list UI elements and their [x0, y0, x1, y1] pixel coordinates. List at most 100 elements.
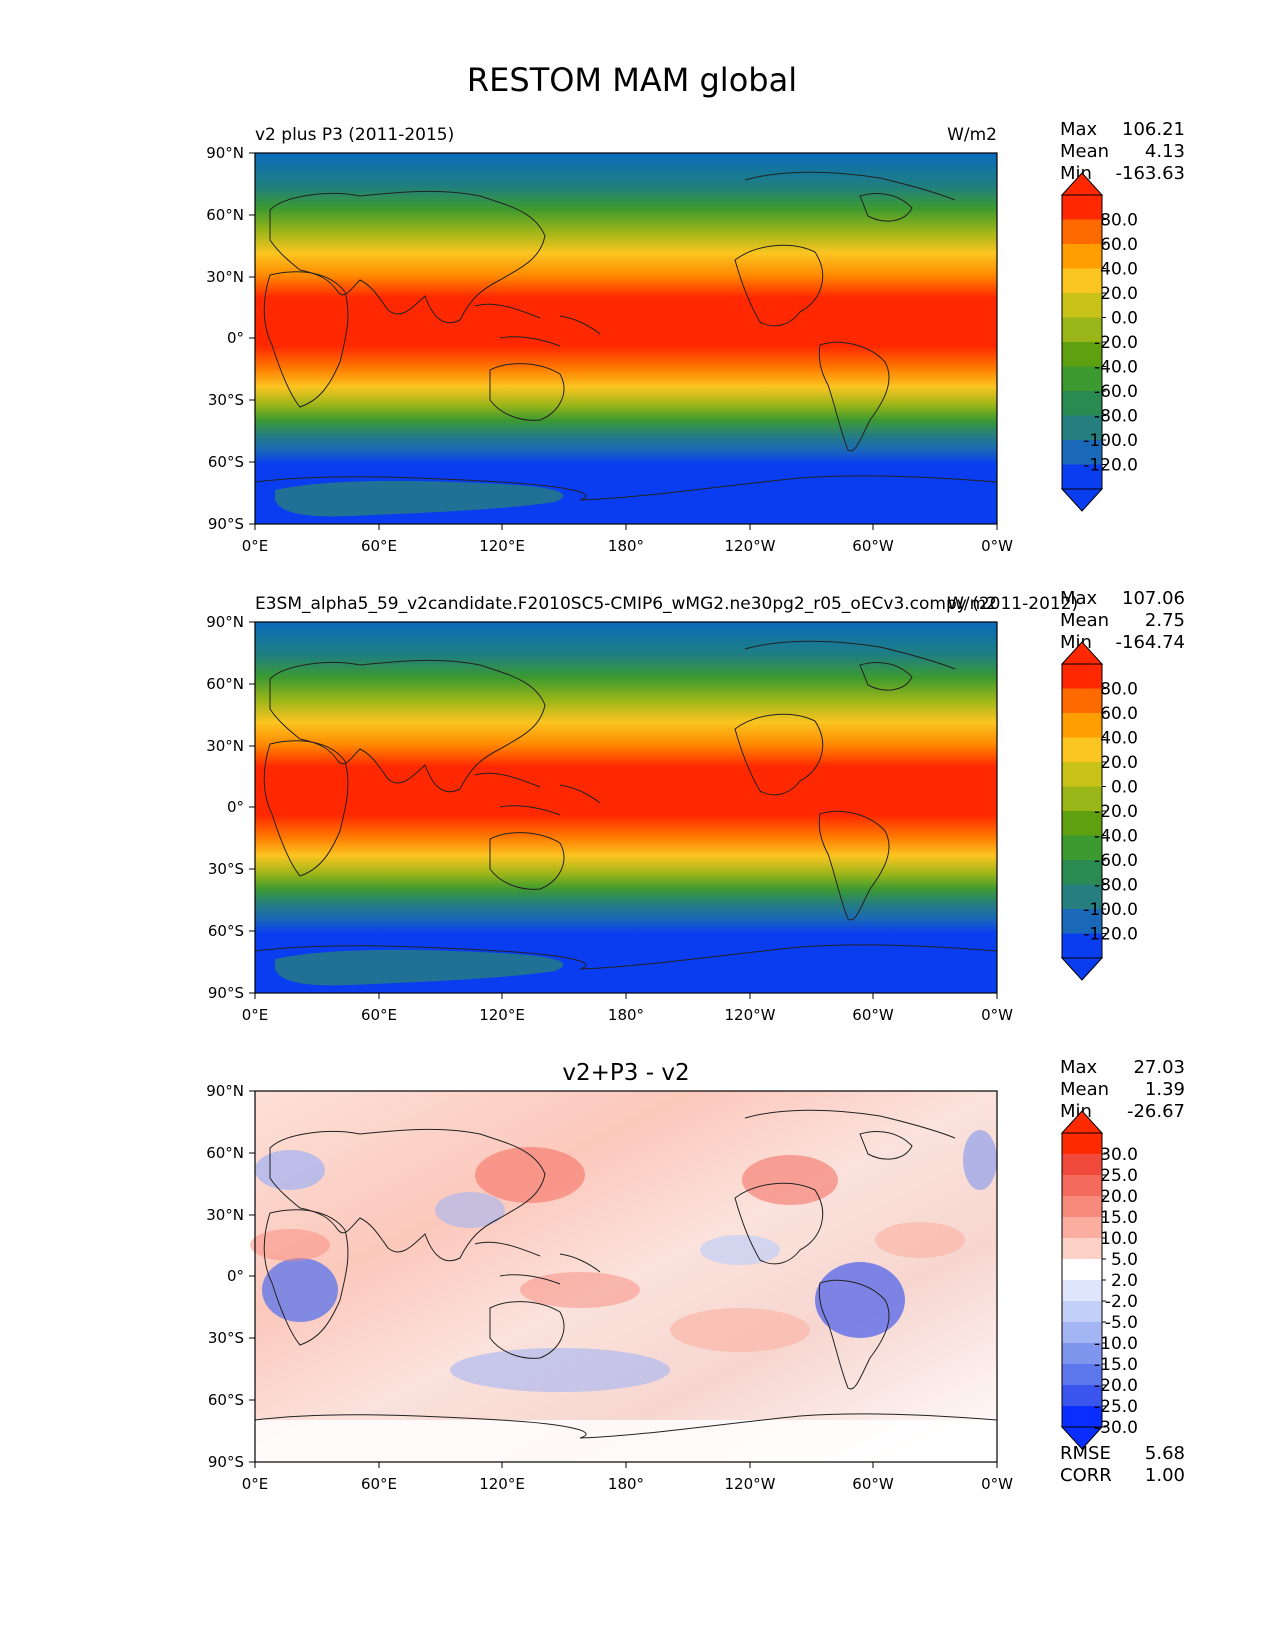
colorbar-segment — [1062, 933, 1102, 959]
colorbar-label: 20.0 — [1100, 753, 1138, 773]
colorbar-segment — [1062, 195, 1102, 220]
colorbar-segment — [1062, 884, 1102, 910]
panel-center-title: v2+P3 - v2 — [562, 1060, 689, 1086]
lon-tick-label: 120°E — [479, 537, 525, 555]
lat-tick-label: 60°S — [208, 922, 244, 940]
extra-stats: RMSE 5.68 CORR 1.00 — [1060, 1443, 1185, 1486]
colorbar-segment — [1062, 219, 1102, 245]
coastline — [254, 640, 998, 970]
colorbar-segment — [1062, 835, 1102, 861]
colorbar-label: 2.0 — [1111, 1271, 1138, 1291]
coastline — [254, 171, 998, 501]
panel-right-title: W/m2 — [947, 594, 997, 614]
lon-ticks-marks — [254, 524, 998, 530]
antarctic-plateau — [275, 480, 564, 517]
panel-left-title: v2 plus P3 (2011-2015) — [255, 125, 454, 145]
colorbar: 80.0 60.0 40.0 20.0 0.0 -20.0 -40.0 -60.0 -80.0 -… — [1060, 172, 1138, 512]
anomaly-positive — [520, 1272, 640, 1308]
colorbar-segment — [1062, 342, 1102, 367]
map-plot — [250, 1090, 998, 1463]
lat-tick-label: 90°S — [208, 1453, 244, 1471]
anomaly-positive — [475, 1147, 585, 1203]
lat-tick-label: 90°S — [208, 984, 244, 1002]
lon-tick-label: 180° — [608, 1475, 644, 1493]
lon-tick-label: 60°E — [361, 1006, 397, 1024]
lon-axis: 0°E 60°E 120°E 180° 120°W 60°W 0°W — [242, 1462, 1013, 1493]
colorbar-segment — [1062, 1175, 1102, 1197]
colorbar-segment — [1062, 713, 1102, 738]
stat-mean-value: 4.13 — [1145, 141, 1185, 162]
stat-mean-value: 2.75 — [1145, 610, 1185, 631]
colorbar-label: -100.0 — [1083, 431, 1138, 451]
lon-tick-label: 60°E — [361, 1475, 397, 1493]
colorbar-segment — [1062, 1217, 1102, 1239]
colorbar-segment — [1062, 464, 1102, 490]
colorbar-segment — [1062, 688, 1102, 714]
colorbar-label: -120.0 — [1083, 925, 1138, 945]
colorbar-label: -30.0 — [1094, 1418, 1138, 1438]
colorbar-label: -60.0 — [1094, 851, 1138, 871]
lat-tick-label: 30°N — [206, 1206, 244, 1224]
colorbar-label: 20.0 — [1100, 1187, 1138, 1207]
stat-corr-value: 1.00 — [1145, 1465, 1185, 1486]
antarctic-plateau — [275, 949, 564, 986]
stat-min-value: -163.63 — [1116, 163, 1185, 184]
colorbar-label: 0.0 — [1111, 778, 1138, 798]
lon-tick-label: 60°E — [361, 537, 397, 555]
colorbar-segment — [1062, 366, 1102, 392]
lon-ticks-marks — [254, 993, 998, 999]
map-plot — [254, 621, 998, 994]
anomaly-negative — [815, 1262, 905, 1338]
stat-rmse-value: 5.68 — [1145, 1443, 1185, 1464]
colorbar-label: -20.0 — [1094, 1376, 1138, 1396]
colorbar-label: -40.0 — [1094, 358, 1138, 378]
colorbar-segment — [1062, 440, 1102, 465]
stat-corr-label: CORR — [1060, 1465, 1112, 1486]
stat-mean-label: Mean — [1060, 610, 1109, 631]
colorbar-segment — [1062, 762, 1102, 787]
colorbar-segment — [1062, 1280, 1102, 1302]
colorbar-segment — [1062, 1385, 1102, 1407]
colorbar-label: -120.0 — [1083, 456, 1138, 476]
map-field — [255, 153, 997, 524]
lat-tick-label: 90°N — [206, 1082, 244, 1100]
stat-min-value: -164.74 — [1116, 632, 1185, 653]
colorbar-segment — [1062, 1259, 1102, 1281]
colorbar-label: -60.0 — [1094, 382, 1138, 402]
colorbar-label: -80.0 — [1094, 407, 1138, 427]
lon-tick-label: 120°E — [479, 1006, 525, 1024]
colorbar-segment — [1062, 1364, 1102, 1386]
anomaly-negative — [963, 1130, 997, 1190]
colorbar-segment — [1062, 391, 1102, 416]
colorbar-segment — [1062, 268, 1102, 294]
colorbar-segment — [1062, 811, 1102, 836]
lat-tick-label: 60°N — [206, 206, 244, 224]
colorbar-label: -100.0 — [1083, 900, 1138, 920]
lat-tick-label: 60°S — [208, 1391, 244, 1409]
colorbar-segment — [1062, 1406, 1102, 1428]
lat-axis: 90°N 60°N 30°N 0° 30°S 60°S 90°S — [206, 613, 255, 1002]
colorbar-segment — [1062, 1154, 1102, 1176]
lat-tick-label: 30°S — [208, 860, 244, 878]
colorbar-label: -20.0 — [1094, 802, 1138, 822]
panel-diff: v2+P3 - v2 — [206, 1057, 1185, 1493]
lon-tick-label: 120°E — [479, 1475, 525, 1493]
lon-axis: 0°E 60°E 120°E 180° 120°W 60°W 0°W — [242, 993, 1013, 1024]
colorbar-segment — [1062, 244, 1102, 269]
colorbar-segment — [1062, 860, 1102, 885]
map-plot — [254, 152, 998, 525]
stat-max-value: 27.03 — [1133, 1057, 1185, 1078]
panel-left-title: E3SM_alpha5_59_v2candidate.F2010SC5-CMIP… — [255, 594, 1078, 614]
lat-tick-label: 0° — [227, 1267, 244, 1285]
lat-axis: 90°N 60°N 30°N 0° 30°S 60°S 90°S — [206, 144, 255, 533]
colorbar-label: 60.0 — [1100, 235, 1138, 255]
anomaly-positive — [875, 1222, 965, 1258]
coastline — [254, 1109, 998, 1439]
colorbar-extend-min — [1060, 488, 1104, 512]
anomaly-negative — [262, 1258, 338, 1322]
anomaly-positive — [742, 1155, 838, 1205]
colorbar-label: 15.0 — [1100, 1208, 1138, 1228]
lat-tick-label: 0° — [227, 798, 244, 816]
lat-ticks-marks — [249, 1090, 255, 1463]
